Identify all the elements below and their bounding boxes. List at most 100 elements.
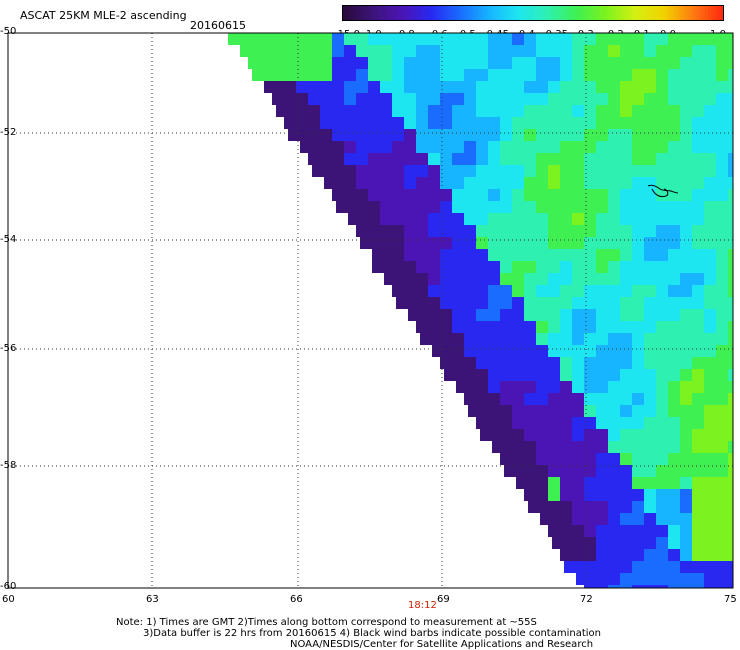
colorbar-swatch — [348, 5, 353, 21]
swath-cell — [620, 537, 632, 549]
swath-cell — [476, 33, 488, 45]
swath-cell — [428, 69, 440, 81]
swath-cell — [560, 549, 572, 561]
swath-cell — [716, 237, 728, 249]
colorbar-swatch — [650, 5, 655, 21]
swath-cell — [404, 261, 416, 273]
swath-cell — [644, 225, 656, 237]
swath-cell — [536, 117, 548, 129]
swath-cell — [488, 201, 500, 213]
swath-cell — [680, 177, 692, 189]
swath-cell — [548, 93, 560, 105]
x-label-75: 75 — [724, 594, 737, 605]
swath-cell — [632, 285, 644, 297]
swath-cell — [332, 57, 344, 69]
swath-cell — [464, 273, 476, 285]
swath-cell — [476, 369, 488, 381]
swath-cell — [680, 213, 692, 225]
swath-cell — [584, 249, 596, 261]
swath-cell — [632, 93, 644, 105]
swath-cell — [488, 33, 500, 45]
swath-cell — [536, 405, 548, 417]
swath-cell — [548, 381, 560, 393]
swath-cell — [308, 57, 320, 69]
swath-cell — [464, 45, 476, 57]
swath-cell — [632, 477, 644, 489]
swath-cell — [620, 405, 632, 417]
swath-cell — [416, 33, 428, 45]
swath-cell — [656, 489, 668, 501]
swath-cell — [608, 465, 620, 477]
swath-cell — [440, 141, 452, 153]
swath-cell — [620, 81, 632, 93]
colorbar-swatch — [609, 5, 614, 21]
swath-cell — [548, 489, 560, 501]
swath-cell — [692, 561, 704, 573]
swath-cell — [500, 261, 512, 273]
swath-cell — [416, 141, 428, 153]
swath-cell — [452, 165, 464, 177]
swath-cell — [380, 69, 392, 81]
swath-cell — [680, 381, 692, 393]
swath-cell — [704, 285, 716, 297]
swath-cell — [560, 213, 572, 225]
swath-cell — [656, 333, 668, 345]
swath-cell — [728, 345, 733, 357]
swath-cell — [584, 117, 596, 129]
swath-cell — [716, 417, 728, 429]
colorbar-swatch — [615, 5, 620, 21]
swath-cell — [500, 285, 512, 297]
swath-cell — [524, 213, 536, 225]
swath-cell — [692, 381, 704, 393]
swath-cell — [452, 333, 464, 345]
swath-cell — [320, 45, 332, 57]
colorbar-swatch — [447, 5, 451, 21]
swath-cell — [464, 369, 476, 381]
swath-cell — [368, 45, 380, 57]
swath-cell — [620, 249, 632, 261]
swath-cell — [380, 165, 392, 177]
swath-cell — [596, 33, 608, 45]
swath-cell — [440, 297, 452, 309]
swath-cell — [656, 81, 668, 93]
swath-cell — [608, 93, 620, 105]
swath-cell — [716, 273, 728, 285]
swath-cell — [668, 189, 680, 201]
swath-cell — [560, 429, 572, 441]
swath-cell — [428, 249, 440, 261]
colorbar-swatch — [424, 5, 429, 21]
graticule-grid — [8, 33, 733, 588]
swath-cell — [584, 369, 596, 381]
swath-cell — [632, 441, 644, 453]
swath-cell — [284, 45, 296, 57]
swath-cell — [584, 309, 596, 321]
swath-cell — [584, 57, 596, 69]
swath-cell — [728, 489, 733, 501]
swath-cell — [716, 513, 728, 525]
swath-cell — [584, 261, 596, 273]
swath-cell — [416, 321, 428, 333]
swath-cell — [632, 381, 644, 393]
swath-cell — [596, 45, 608, 57]
swath-cell — [548, 249, 560, 261]
swath-cell — [596, 189, 608, 201]
swath-cell — [344, 129, 356, 141]
swath-cell — [692, 297, 704, 309]
swath-cell — [596, 441, 608, 453]
swath-cell — [440, 345, 452, 357]
swath-cell — [692, 105, 704, 117]
swath-cell — [380, 249, 392, 261]
swath-cell — [512, 237, 524, 249]
swath-cell — [692, 141, 704, 153]
swath-cell — [596, 429, 608, 441]
swath-cell — [608, 429, 620, 441]
swath-cell — [308, 33, 320, 45]
swath-cell — [668, 453, 680, 465]
swath-cell — [440, 33, 452, 45]
swath-cell — [380, 201, 392, 213]
swath-cell — [308, 105, 320, 117]
swath-cell — [332, 81, 344, 93]
swath-cell — [668, 225, 680, 237]
swath-cell — [680, 393, 692, 405]
swath-cell — [680, 225, 692, 237]
